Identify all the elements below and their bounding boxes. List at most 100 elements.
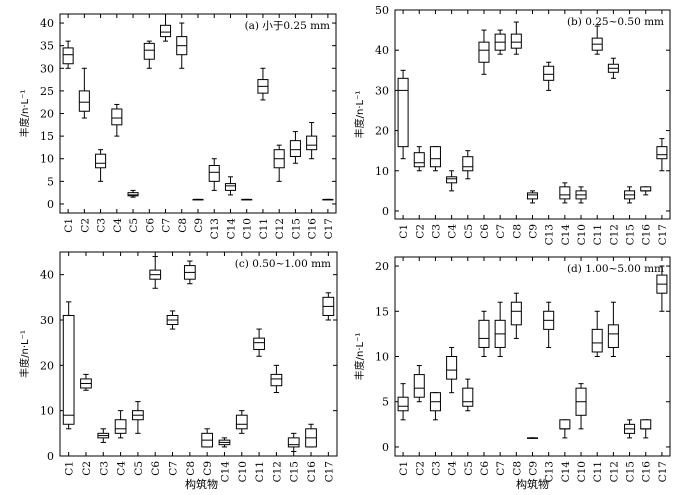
box-C11 [257, 67, 269, 101]
box-iqr [306, 135, 318, 151]
x-tick-label: C12 [274, 218, 286, 239]
x-tick-label: C11 [254, 461, 266, 482]
x-tick-label: C12 [271, 461, 283, 482]
y-tick-label: 20 [375, 125, 389, 138]
x-tick-label: C14 [225, 218, 237, 240]
y-tick-label: 10 [375, 165, 389, 178]
box-iqr [510, 33, 522, 49]
box-C1 [397, 383, 409, 421]
box-iqr [413, 374, 425, 398]
box-iqr [640, 419, 652, 430]
box-C13 [543, 301, 555, 348]
x-tick-label: C3 [98, 461, 110, 476]
box-C6 [143, 40, 155, 69]
y-tick-label: 10 [375, 351, 389, 364]
box-C1 [62, 301, 75, 430]
box-iqr [224, 183, 237, 191]
box-C15 [624, 419, 636, 439]
x-tick-label: C8 [511, 461, 523, 476]
box-C1 [397, 69, 409, 160]
x-tick-label: C14 [219, 461, 231, 483]
box-C7 [159, 13, 172, 42]
box-iqr [95, 153, 107, 169]
box-C4 [446, 170, 458, 192]
box-C17 [322, 198, 334, 201]
panel-title: (a) 小于0.25 mm [245, 20, 330, 32]
y-tick-label: 0 [47, 198, 54, 211]
box-iqr [253, 337, 265, 350]
box-C15 [624, 186, 636, 204]
x-tick-label: C4 [447, 224, 459, 239]
box-C17 [656, 138, 668, 172]
box-C4 [114, 410, 127, 439]
box-C5 [462, 150, 474, 180]
y-tick-label: 30 [40, 314, 54, 327]
y-tick-label: 20 [40, 108, 54, 121]
box-C12 [607, 57, 619, 79]
box-C11 [591, 25, 603, 55]
box-C10 [575, 383, 587, 430]
x-tick-label: C3 [96, 218, 108, 233]
x-tick-label: C14 [560, 224, 572, 246]
plot-frame [59, 251, 338, 457]
x-axis-label-left: 构筑物 [185, 478, 218, 491]
x-tick-label: C10 [576, 224, 588, 245]
box-iqr [208, 165, 220, 182]
box-C17 [322, 292, 335, 321]
x-tick-label: C6 [479, 461, 491, 476]
plot-frame [394, 9, 671, 220]
x-tick-label: C17 [323, 218, 335, 239]
box-iqr [478, 41, 490, 63]
box-C10 [575, 186, 587, 204]
box-iqr [413, 152, 425, 168]
x-tick-label: C17 [657, 224, 669, 245]
box-iqr [159, 24, 172, 38]
box-iqr [446, 176, 458, 184]
x-tick-label: C9 [528, 224, 540, 239]
box-C6 [478, 310, 490, 357]
box-iqr [287, 437, 300, 448]
x-tick-label: C2 [79, 218, 91, 233]
box-iqr [462, 156, 474, 172]
box-C3 [95, 149, 107, 182]
x-tick-label: C9 [193, 218, 205, 233]
box-C8 [510, 21, 522, 55]
box-iqr [607, 324, 619, 348]
chart-panel-4: 0 5 10 15 20 丰度/n·L⁻¹ (d) 1.00~5.00 mm C1 C2 C3 C4… [353, 256, 671, 483]
y-tick-label: 40 [40, 17, 54, 30]
box-iqr [397, 396, 409, 412]
box-iqr [591, 328, 603, 353]
box-C15 [287, 432, 300, 452]
x-tick-label: C13 [544, 461, 556, 482]
x-tick-label: C6 [144, 218, 156, 233]
x-axis-label-right: 构筑物 [516, 478, 549, 491]
y-tick-label: 10 [40, 153, 54, 166]
box-C4 [446, 346, 458, 394]
box-C5 [462, 378, 474, 412]
y-tick-label: 30 [375, 84, 389, 97]
chart-panel-1: 0 5 10 15 20 25 30 35 40 丰度/n·L⁻¹ (a) 小于0.25 mm C1 C… [18, 13, 337, 240]
chart-panel-3: 0 10 20 30 40 丰度/n·L⁻¹ (c) 0.50~1.00 mm C1 C2 C3 C… [18, 251, 338, 483]
x-tick-label: C9 [528, 461, 540, 476]
x-tick-label: C12 [608, 224, 620, 245]
box-C2 [78, 67, 90, 119]
x-tick-label: C5 [133, 461, 145, 476]
x-tick-label: C16 [641, 224, 653, 246]
y-tick-label: 0 [382, 441, 389, 454]
box-iqr [78, 90, 90, 112]
x-tick-label: C16 [641, 461, 653, 483]
box-C2 [413, 146, 425, 172]
x-tick-label: C13 [544, 224, 556, 245]
box-C8 [183, 260, 196, 285]
x-tick-label: C8 [177, 218, 189, 233]
y-tick-label: 25 [40, 85, 54, 98]
box-C15 [289, 131, 301, 164]
box-iqr [62, 47, 74, 65]
y-tick-label: 5 [382, 396, 389, 409]
box-iqr [543, 65, 555, 81]
x-tick-label: C11 [592, 224, 604, 245]
x-tick-label: C15 [290, 218, 302, 239]
x-tick-label: C10 [242, 218, 254, 239]
box-C16 [640, 419, 652, 439]
y-tick-label: 5 [47, 175, 54, 188]
